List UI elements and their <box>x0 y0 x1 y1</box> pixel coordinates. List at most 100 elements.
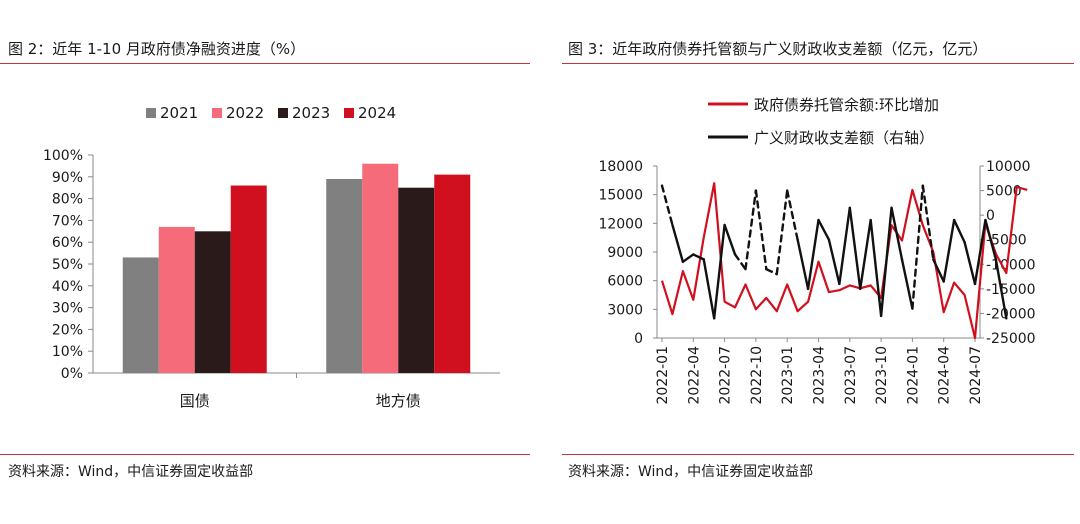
legend-label: 2024 <box>358 104 396 122</box>
bar <box>158 226 195 373</box>
legend-swatch <box>212 108 222 118</box>
right-tick-label: 10000 <box>986 159 1031 175</box>
fiscal-balance-segment <box>900 258 914 310</box>
bar <box>398 187 435 373</box>
y-tick-label: 40% <box>52 279 83 295</box>
right-tick-label: -25000 <box>986 331 1036 347</box>
bar <box>230 185 267 373</box>
fiscal-balance-segment <box>692 253 705 261</box>
x-tick-label: 2022-01 <box>655 346 671 405</box>
fiscal-balance-segment <box>984 218 998 261</box>
fiscal-balance-segment <box>744 189 758 271</box>
fiscal-balance-segment <box>890 206 904 261</box>
x-category-label: 国债 <box>180 392 210 410</box>
source-note: 资料来源：Wind，中信证券固定收益部 <box>8 464 254 480</box>
fiscal-balance-segment <box>817 218 831 241</box>
y-tick-label: 100% <box>43 148 83 164</box>
title-divider <box>562 63 1074 64</box>
title-divider <box>0 63 530 64</box>
source-divider <box>0 454 530 455</box>
y-tick-label: 80% <box>52 192 83 208</box>
fiscal-balance-segment <box>994 258 1008 320</box>
legend-label: 2022 <box>226 104 264 122</box>
fiscal-balance-segment <box>963 240 977 286</box>
y-tick-label: 90% <box>52 170 83 186</box>
right-tick-label: 5000 <box>986 184 1022 200</box>
fiscal-balance-segment <box>952 218 966 244</box>
right-tick-label: -5000 <box>986 233 1027 249</box>
fiscal-balance-segment <box>838 206 851 286</box>
chart-title: 图 3：近年政府债券托管额与广义财政收支差额（亿元，亿元） <box>568 40 988 58</box>
x-category-label: 地方债 <box>376 392 421 410</box>
source-divider <box>562 454 1074 455</box>
legend-swatch <box>146 108 156 118</box>
y-tick-label: 10% <box>52 344 83 360</box>
fiscal-balance-segment <box>723 223 737 256</box>
y-tick-label: 20% <box>52 322 83 338</box>
y-tick-label: 60% <box>52 235 83 251</box>
bar-chart: 0% 10% 20% 30% 40% 50% 60% 70% 80% 90% 100% 国债 地方债 20… <box>43 104 500 410</box>
fiscal-balance-segment <box>754 189 768 271</box>
x-tick-label: 2024-01 <box>905 346 921 405</box>
right-chart-panel: 图 3：近年政府债券托管额与广义财政收支差额（亿元，亿元） 0 3000 6000 9… <box>562 0 1080 524</box>
y-tick-label: 70% <box>52 213 83 229</box>
fiscal-balance-segment <box>796 238 810 291</box>
chart-title: 图 2：近年 1-10 月政府债净融资进度（%） <box>8 40 306 58</box>
right-tick-label: -15000 <box>986 282 1036 298</box>
legend-label: 广义财政收支差额（右轴） <box>754 129 934 147</box>
bar <box>434 174 471 373</box>
fiscal-balance-segment <box>712 223 726 320</box>
left-tick-label: 18000 <box>598 159 643 175</box>
fiscal-balance-segment <box>869 218 883 318</box>
bar <box>122 257 159 373</box>
right-tick-label: 0 <box>986 208 995 224</box>
left-tick-label: 0 <box>634 331 643 347</box>
y-tick-label: 30% <box>52 301 83 317</box>
bar <box>194 231 231 373</box>
custody-increase-line <box>660 182 1028 340</box>
legend-label: 政府债券托管余额:环比增加 <box>754 96 939 114</box>
fiscal-balance-segment <box>806 218 820 291</box>
fiscal-balance-segment <box>785 189 799 241</box>
bar <box>362 163 399 373</box>
y-tick-label: 0% <box>61 366 83 382</box>
bar <box>326 178 363 373</box>
x-tick-label: 2023-10 <box>874 346 890 405</box>
x-tick-label: 2023-04 <box>812 346 828 405</box>
y-tick-label: 50% <box>52 257 83 273</box>
right-tick-label: -10000 <box>986 257 1036 273</box>
x-tick-label: 2022-07 <box>718 346 734 405</box>
legend-swatch <box>344 108 354 118</box>
left-tick-label: 15000 <box>598 188 643 204</box>
fiscal-balance-segment <box>911 184 925 310</box>
fiscal-balance-segment <box>973 218 987 286</box>
legend-swatch <box>278 108 288 118</box>
fiscal-balance-segment <box>827 238 841 286</box>
fiscal-balance-segment <box>848 206 862 291</box>
fiscal-balance-segment <box>733 253 747 271</box>
fiscal-balance-segment <box>859 218 872 291</box>
fiscal-balance-segment <box>932 258 945 283</box>
x-tick-label: 2022-04 <box>686 346 702 405</box>
fiscal-balance-segment <box>681 253 695 264</box>
x-tick-label: 2024-04 <box>937 346 953 405</box>
fiscal-balance-segment <box>921 184 935 261</box>
fiscal-balance-segment <box>671 223 685 264</box>
legend-label: 2021 <box>160 104 198 122</box>
x-tick-label: 2023-01 <box>780 346 796 405</box>
fiscal-balance-segment <box>702 258 716 320</box>
line-chart: 0 3000 6000 9000 12000 15000 18000 -25000 -20000… <box>598 96 1036 405</box>
left-chart-panel: 图 2：近年 1-10 月政府债净融资进度（%） 0% 10% 20% 30% 40% 5… <box>0 40 530 480</box>
left-tick-label: 3000 <box>607 302 643 318</box>
fiscal-balance-segment <box>765 268 778 276</box>
legend-label: 2023 <box>292 104 330 122</box>
fiscal-balance-segment <box>775 189 789 276</box>
fiscal-balance-segment <box>660 184 674 227</box>
fiscal-balance-segment <box>879 206 893 318</box>
left-tick-label: 6000 <box>607 274 643 290</box>
fiscal-balance-segment <box>942 218 956 283</box>
x-tick-label: 2022-10 <box>749 346 765 405</box>
left-tick-label: 12000 <box>598 216 643 232</box>
x-tick-label: 2024-07 <box>968 346 984 405</box>
source-note: 资料来源：Wind，中信证券固定收益部 <box>568 464 814 480</box>
